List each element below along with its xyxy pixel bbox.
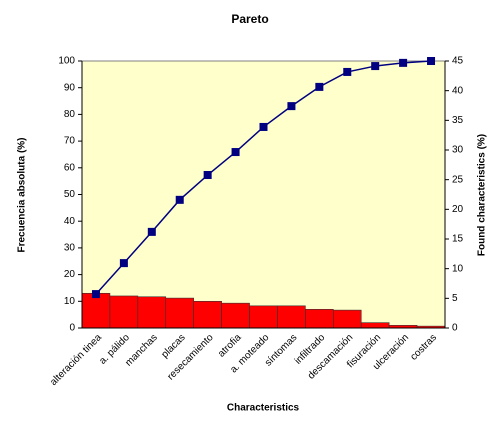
marker	[427, 57, 436, 65]
marker	[399, 58, 408, 67]
y2-tick-label: 45	[452, 56, 464, 67]
marker	[91, 290, 100, 299]
bar	[109, 295, 139, 329]
y2-tick-label: 20	[452, 204, 464, 215]
bar	[81, 292, 111, 329]
y2-tick-label: 10	[452, 263, 464, 274]
bar	[221, 302, 250, 329]
marker	[231, 148, 240, 157]
y-tick-label: 0	[69, 323, 75, 334]
marker	[175, 195, 184, 204]
y-tick-label: 30	[64, 243, 76, 254]
marker	[259, 122, 268, 131]
marker	[203, 171, 212, 180]
bar	[333, 309, 362, 329]
x-tick-label: alteración tinea	[48, 332, 104, 388]
y-axis-label: Frecuencia absoluta (%)	[17, 137, 28, 252]
marker	[315, 82, 324, 91]
y2-tick-label: 25	[452, 174, 464, 185]
marker	[287, 102, 296, 111]
y-tick-label: 50	[64, 189, 76, 200]
y-tick-label: 90	[64, 82, 76, 93]
y2-tick-label: 40	[452, 85, 464, 96]
bar	[360, 322, 390, 329]
plot-area	[81, 60, 446, 329]
y2-tick-label: 35	[452, 115, 464, 126]
y-tick-label: 80	[64, 109, 76, 120]
bar	[165, 297, 194, 329]
marker	[343, 67, 352, 76]
y-tick-label: 40	[64, 216, 76, 227]
y-tick-label: 100	[58, 56, 75, 67]
marker	[119, 259, 128, 268]
y2-tick-label: 0	[452, 323, 458, 334]
chart-title: Pareto	[231, 12, 268, 26]
y-tick-label: 60	[64, 162, 76, 173]
y-tick-label: 20	[64, 269, 76, 280]
y2-tick-label: 5	[452, 293, 458, 304]
y2-tick-label: 30	[452, 145, 464, 156]
bar	[137, 296, 167, 329]
bar	[277, 305, 306, 329]
marker	[371, 62, 380, 71]
bar	[249, 305, 278, 329]
x-tick-label: costras	[408, 332, 439, 363]
y-tick-label: 70	[64, 136, 76, 147]
bar	[193, 300, 222, 329]
x-axis-label: Characteristics	[227, 403, 300, 414]
marker	[147, 227, 156, 236]
y2-tick-label: 15	[452, 234, 464, 245]
bar	[305, 309, 334, 329]
y2-axis-label: Found characteristics (%)	[477, 134, 488, 256]
y-tick-label: 10	[64, 296, 76, 307]
